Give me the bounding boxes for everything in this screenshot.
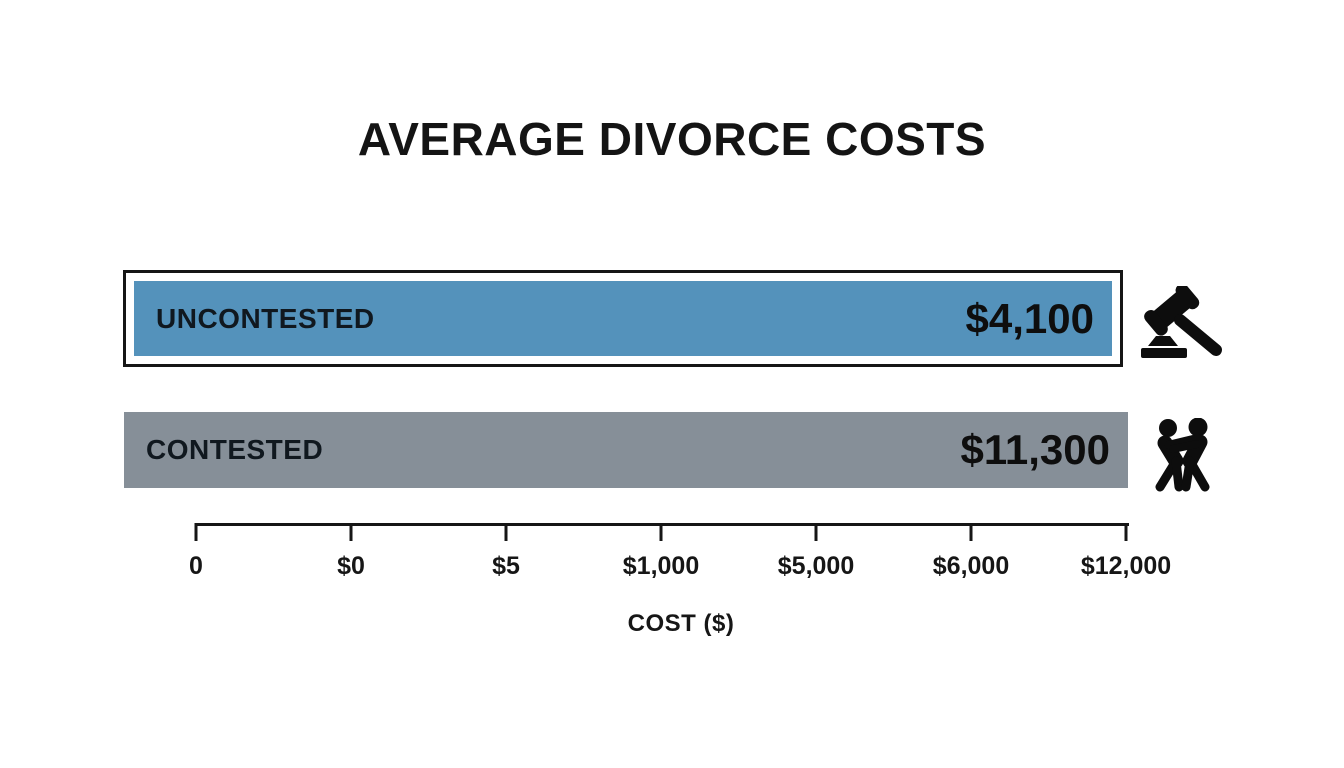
bar-row-contested: CONTESTED $11,300 bbox=[124, 412, 1128, 488]
bar-label-uncontested: UNCONTESTED bbox=[156, 302, 375, 334]
tick-label-1: 0 bbox=[189, 552, 203, 580]
tick-label-4: $1,000 bbox=[622, 552, 700, 580]
axis-tick-4 bbox=[659, 523, 663, 541]
page-title: AVERAGE DIVORCE COSTS bbox=[357, 113, 987, 165]
bar-row-uncontested: UNCONTESTED $4,100 bbox=[123, 270, 1123, 367]
tick-label-5: $5,000 bbox=[777, 552, 855, 580]
axis-tick-6 bbox=[969, 523, 973, 541]
tick-label-7: $12,000 bbox=[1080, 552, 1172, 580]
axis-tick-5 bbox=[814, 523, 818, 541]
bar-value-contested: $11,300 bbox=[960, 426, 1110, 473]
axis-tick-2 bbox=[349, 523, 353, 541]
x-axis bbox=[196, 523, 1129, 526]
tick-label-3: $5 bbox=[492, 552, 520, 580]
bar-uncontested: UNCONTESTED $4,100 bbox=[134, 281, 1112, 356]
bar-value-uncontested: $4,100 bbox=[965, 294, 1094, 342]
x-axis-label: COST ($) bbox=[627, 610, 735, 637]
tick-label-6: $6,000 bbox=[932, 552, 1010, 580]
axis-tick-1 bbox=[194, 523, 198, 541]
people-arguing-icon bbox=[1146, 417, 1218, 492]
tick-label-2: $0 bbox=[337, 552, 365, 580]
gavel-icon bbox=[1136, 283, 1224, 362]
axis-tick-3 bbox=[504, 523, 508, 541]
bar-label-contested: CONTESTED bbox=[146, 434, 324, 465]
axis-tick-7 bbox=[1124, 523, 1128, 541]
